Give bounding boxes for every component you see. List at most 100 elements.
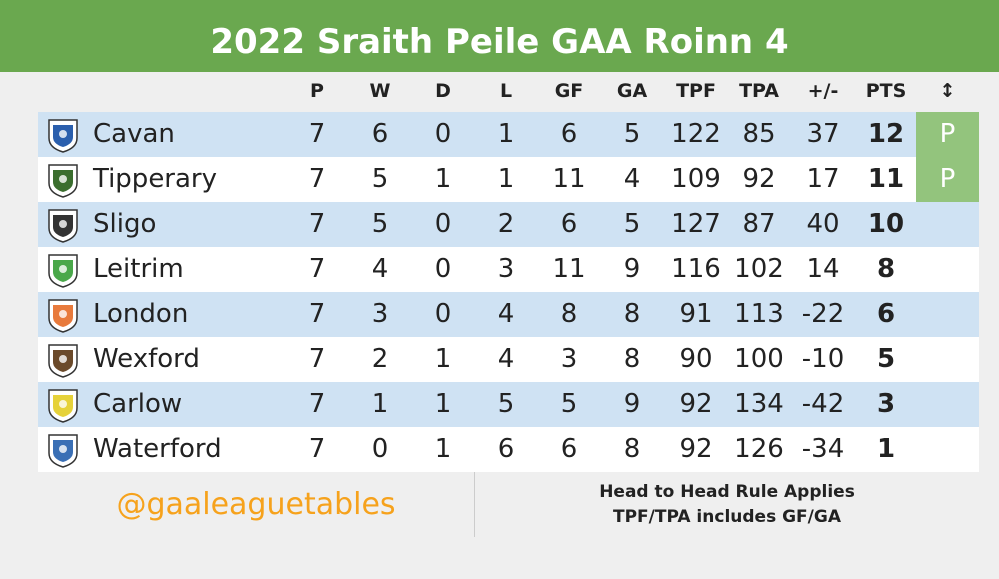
cell-tpa: 87 bbox=[742, 209, 776, 239]
cell-w: 5 bbox=[371, 164, 389, 194]
cell-w: 4 bbox=[371, 254, 389, 284]
cell-tpf: 92 bbox=[679, 434, 713, 464]
team-name: Tipperary bbox=[93, 164, 218, 194]
cell-tpf: 92 bbox=[679, 389, 713, 419]
cell-pts: 3 bbox=[876, 389, 896, 419]
cell-d: 0 bbox=[434, 254, 452, 284]
cell-d: 1 bbox=[434, 434, 452, 464]
note-head-to-head: Head to Head Rule Applies bbox=[599, 482, 855, 502]
header-diff: +/- bbox=[807, 80, 839, 102]
cell-gf: 6 bbox=[560, 434, 578, 464]
cell-p: 7 bbox=[308, 209, 326, 239]
cell-w: 6 bbox=[371, 119, 389, 149]
cell-ga: 4 bbox=[623, 164, 641, 194]
cell-d: 1 bbox=[434, 164, 452, 194]
team-crest-icon bbox=[48, 164, 78, 198]
table-row: Carlow 7 1 1 5 5 9 92 134 -42 3 bbox=[38, 382, 979, 427]
cell-tpf: 127 bbox=[671, 209, 721, 239]
cell-ga: 5 bbox=[623, 119, 641, 149]
cell-p: 7 bbox=[308, 389, 326, 419]
cell-l: 4 bbox=[497, 344, 515, 374]
cell-p: 7 bbox=[308, 299, 326, 329]
team-name: Wexford bbox=[93, 344, 200, 374]
header-l: L bbox=[499, 80, 513, 102]
table-title: 2022 Sraith Peile GAA Roinn 4 bbox=[0, 0, 999, 72]
cell-pts: 12 bbox=[867, 119, 905, 149]
footer-divider bbox=[474, 472, 475, 537]
team-name: Cavan bbox=[93, 119, 175, 149]
social-handle: @gaaleaguetables bbox=[116, 487, 396, 522]
team-name: London bbox=[93, 299, 189, 329]
footer-notes: Head to Head Rule Applies TPF/TPA includ… bbox=[475, 480, 979, 530]
cell-tpa: 85 bbox=[742, 119, 776, 149]
cell-tpf: 122 bbox=[671, 119, 721, 149]
header-tpf: TPF bbox=[676, 80, 716, 102]
cell-diff: 37 bbox=[806, 119, 840, 149]
cell-pts: 5 bbox=[876, 344, 896, 374]
header-d: D bbox=[435, 80, 451, 102]
table-row: Waterford 7 0 1 6 6 8 92 126 -34 1 bbox=[38, 427, 979, 472]
promotion-badge: P bbox=[916, 112, 979, 157]
cell-ga: 5 bbox=[623, 209, 641, 239]
team-name: Sligo bbox=[93, 209, 157, 239]
cell-pts: 1 bbox=[876, 434, 896, 464]
cell-diff: 17 bbox=[806, 164, 840, 194]
cell-ga: 8 bbox=[623, 344, 641, 374]
cell-gf: 6 bbox=[560, 119, 578, 149]
cell-d: 1 bbox=[434, 389, 452, 419]
table-row: Sligo 7 5 0 2 6 5 127 87 40 10 bbox=[38, 202, 979, 247]
cell-tpf: 109 bbox=[671, 164, 721, 194]
cell-l: 1 bbox=[497, 119, 515, 149]
cell-gf: 11 bbox=[552, 254, 586, 284]
promotion-badge: P bbox=[916, 157, 979, 202]
header-w: W bbox=[369, 80, 391, 102]
cell-w: 5 bbox=[371, 209, 389, 239]
cell-diff: -22 bbox=[801, 299, 845, 329]
cell-d: 0 bbox=[434, 119, 452, 149]
cell-tpf: 90 bbox=[679, 344, 713, 374]
team-name: Waterford bbox=[93, 434, 222, 464]
cell-gf: 8 bbox=[560, 299, 578, 329]
table-row: London 7 3 0 4 8 8 91 113 -22 6 bbox=[38, 292, 979, 337]
cell-l: 6 bbox=[497, 434, 515, 464]
cell-tpa: 100 bbox=[734, 344, 784, 374]
cell-l: 1 bbox=[497, 164, 515, 194]
cell-ga: 8 bbox=[623, 434, 641, 464]
cell-d: 0 bbox=[434, 299, 452, 329]
cell-pts: 10 bbox=[867, 209, 905, 239]
team-crest-icon bbox=[48, 119, 78, 153]
cell-tpa: 92 bbox=[742, 164, 776, 194]
cell-gf: 6 bbox=[560, 209, 578, 239]
cell-tpa: 134 bbox=[734, 389, 784, 419]
cell-w: 3 bbox=[371, 299, 389, 329]
header-move-icon: ↕ bbox=[939, 80, 956, 102]
cell-ga: 9 bbox=[623, 389, 641, 419]
team-name: Leitrim bbox=[93, 254, 184, 284]
cell-tpf: 116 bbox=[671, 254, 721, 284]
cell-gf: 5 bbox=[560, 389, 578, 419]
table-row: Wexford 7 2 1 4 3 8 90 100 -10 5 bbox=[38, 337, 979, 382]
table-row: Leitrim 7 4 0 3 11 9 116 102 14 8 bbox=[38, 247, 979, 292]
cell-p: 7 bbox=[308, 164, 326, 194]
column-header-row: P W D L GF GA TPF TPA +/- PTS ↕ bbox=[38, 72, 979, 110]
table-row: Tipperary 7 5 1 1 11 4 109 92 17 11 P bbox=[38, 157, 979, 202]
cell-w: 1 bbox=[371, 389, 389, 419]
cell-tpa: 126 bbox=[734, 434, 784, 464]
cell-diff: -42 bbox=[801, 389, 845, 419]
team-name: Carlow bbox=[93, 389, 183, 419]
cell-w: 2 bbox=[371, 344, 389, 374]
cell-p: 7 bbox=[308, 434, 326, 464]
cell-diff: -34 bbox=[801, 434, 845, 464]
cell-tpf: 91 bbox=[679, 299, 713, 329]
team-crest-icon bbox=[48, 344, 78, 378]
team-crest-icon bbox=[48, 299, 78, 333]
note-tpf-tpa: TPF/TPA includes GF/GA bbox=[612, 507, 841, 527]
cell-p: 7 bbox=[308, 119, 326, 149]
cell-diff: 14 bbox=[806, 254, 840, 284]
cell-ga: 9 bbox=[623, 254, 641, 284]
cell-d: 0 bbox=[434, 209, 452, 239]
cell-gf: 11 bbox=[552, 164, 586, 194]
header-pts: PTS bbox=[865, 80, 907, 102]
header-gf: GF bbox=[554, 80, 584, 102]
table-row: Cavan 7 6 0 1 6 5 122 85 37 12 P bbox=[38, 112, 979, 157]
